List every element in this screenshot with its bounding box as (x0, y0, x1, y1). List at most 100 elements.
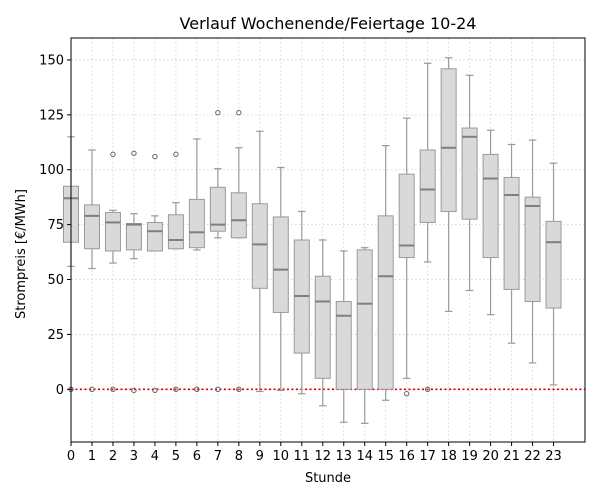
box-hour-19 (461, 74, 478, 292)
x-tick-label-23: 23 (545, 449, 562, 464)
box-hour-5 (167, 151, 184, 393)
box-hour-13 (335, 250, 352, 423)
x-tick-label-2: 2 (109, 449, 117, 464)
y-axis-label: Strompreis [€/MWh] (14, 189, 29, 319)
x-tick-label-9: 9 (256, 449, 264, 464)
x-tick-label-18: 18 (440, 449, 457, 464)
box-body (104, 212, 121, 252)
box-body (209, 186, 226, 232)
box-body (440, 68, 457, 212)
x-tick-label-22: 22 (524, 449, 541, 464)
x-tick-label-5: 5 (172, 449, 180, 464)
y-tick-label-50: 50 (47, 273, 64, 288)
x-tick-label-3: 3 (130, 449, 138, 464)
x-axis-label: Stunde (305, 471, 351, 486)
box-hour-11 (293, 210, 310, 395)
box-hour-21 (503, 143, 520, 344)
x-tick-label-7: 7 (214, 449, 222, 464)
box-hour-3 (125, 150, 142, 394)
box-body (125, 223, 142, 251)
box-body (251, 203, 268, 289)
box-body (545, 220, 562, 309)
box-hour-12 (314, 239, 331, 407)
box-series (63, 57, 562, 424)
box-body (83, 204, 100, 250)
outlier-point (89, 386, 95, 393)
x-tick-label-0: 0 (67, 449, 75, 464)
y-tick-label-125: 125 (39, 108, 64, 123)
box-body (356, 249, 373, 390)
box-hour-2 (104, 151, 121, 393)
x-tick-label-8: 8 (235, 449, 243, 464)
box-body (167, 214, 184, 250)
outlier-point (152, 387, 158, 394)
y-tick-label-75: 75 (47, 218, 64, 233)
x-tick-label-4: 4 (151, 449, 159, 464)
x-tick-label-10: 10 (273, 449, 290, 464)
box-body (482, 153, 499, 259)
box-body (314, 275, 331, 379)
outlier-point (403, 390, 410, 397)
x-tick-label-6: 6 (193, 449, 201, 464)
box-hour-14 (356, 247, 373, 424)
box-body (188, 198, 205, 249)
x-tick-label-21: 21 (503, 449, 520, 464)
y-tick-label-150: 150 (39, 53, 64, 68)
outlier-point (173, 151, 179, 158)
outlier-point (110, 386, 116, 393)
box-hour-7 (209, 109, 226, 393)
box-hour-17 (419, 62, 436, 393)
box-hour-16 (398, 117, 415, 397)
box-hour-10 (272, 166, 289, 392)
box-hour-9 (251, 130, 268, 393)
box-hour-8 (230, 109, 247, 393)
box-hour-22 (524, 139, 541, 364)
box-body (272, 216, 289, 313)
outlier-point (424, 386, 431, 393)
x-tick-label-20: 20 (482, 449, 499, 464)
outlier-point (131, 150, 137, 156)
x-tick-label-16: 16 (398, 449, 415, 464)
outlier-point (215, 386, 221, 393)
outlier-point (152, 153, 158, 160)
box-body (503, 176, 520, 290)
x-tick-label-1: 1 (88, 449, 96, 464)
box-body (461, 127, 478, 220)
box-body (419, 149, 436, 223)
box-body (335, 300, 352, 390)
x-tick-label-11: 11 (294, 449, 311, 464)
box-body (377, 215, 394, 390)
box-body (398, 173, 415, 259)
outlier-point (236, 109, 242, 116)
outlier-point (236, 386, 242, 393)
x-tick-label-13: 13 (335, 449, 352, 464)
box-hour-6 (188, 138, 205, 393)
y-tick-label-0: 0 (56, 383, 64, 398)
chart-title: Verlauf Wochenende/Feiertage 10-24 (180, 14, 477, 33)
x-axis-ticks: 0 1 2 3 4 5 6 7 8 9 10 11 12 13 14 15 16 17 18 19 20 21 22 23 (67, 442, 562, 464)
x-tick-label-17: 17 (419, 449, 436, 464)
outlier-point (194, 386, 200, 393)
box-hour-1 (83, 149, 100, 393)
box-hour-20 (482, 129, 499, 316)
y-tick-label-25: 25 (47, 328, 64, 343)
outlier-point (215, 109, 221, 116)
box-hour-4 (146, 153, 163, 394)
x-tick-label-12: 12 (314, 449, 331, 464)
y-tick-label-100: 100 (39, 163, 64, 178)
outlier-point (131, 387, 137, 394)
box-hour-18 (440, 57, 457, 312)
box-hour-23 (545, 162, 562, 386)
x-tick-label-14: 14 (356, 449, 373, 464)
outlier-point (110, 151, 116, 158)
y-axis-ticks: 0 25 50 75 100 125 150 (39, 53, 71, 398)
box-hour-15 (377, 144, 394, 401)
box-body (230, 192, 247, 239)
x-tick-label-15: 15 (377, 449, 394, 464)
outlier-point (173, 386, 179, 393)
box-body (524, 196, 541, 302)
box-body (146, 221, 163, 252)
plot-frame (70, 37, 586, 443)
